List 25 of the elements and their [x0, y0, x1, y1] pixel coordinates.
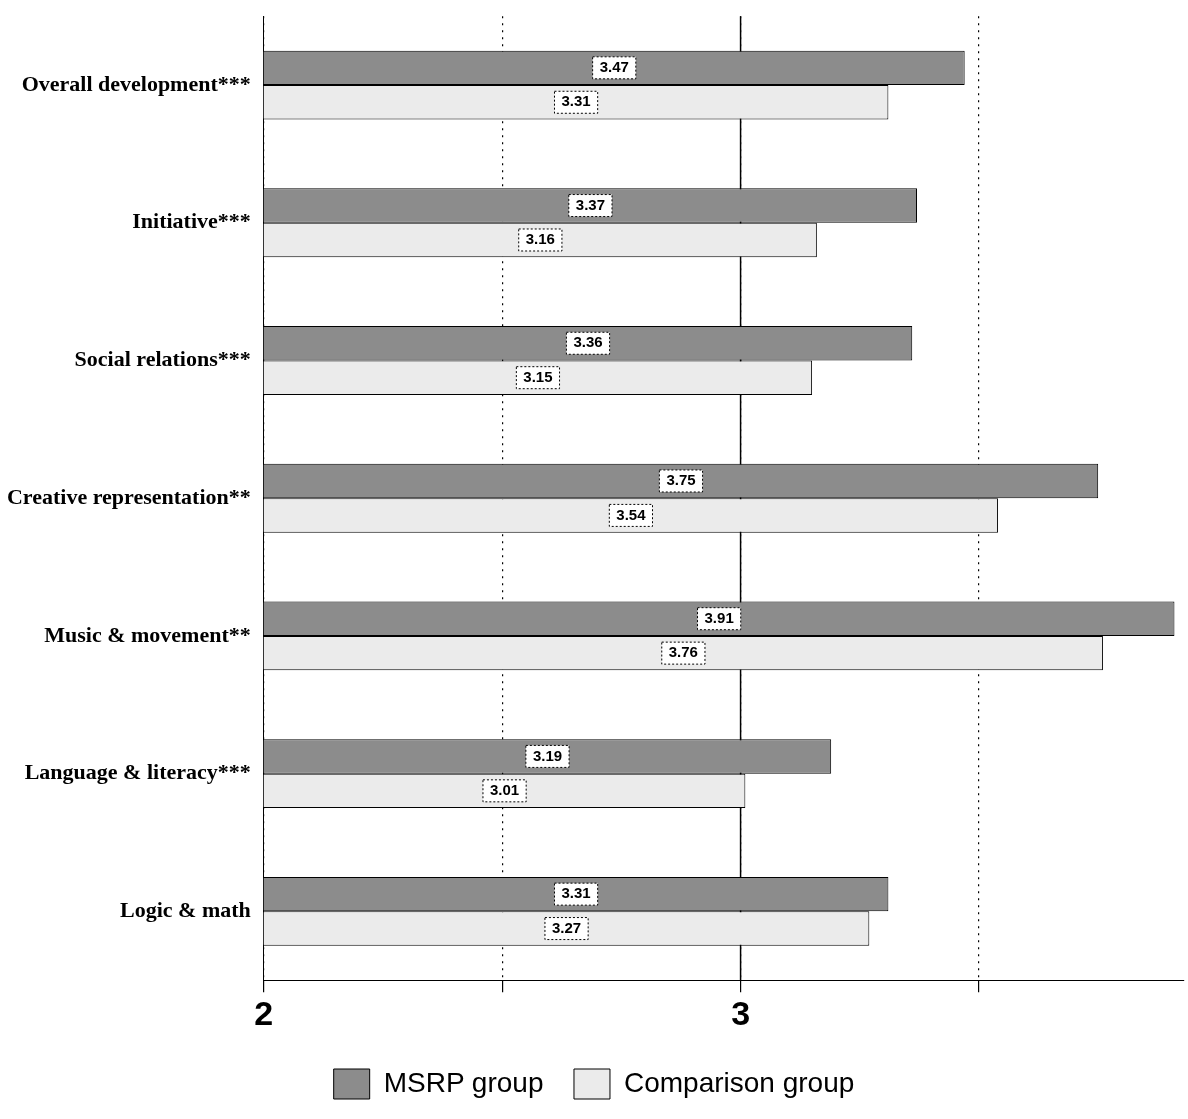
y-tick-label: Social relations***: [74, 346, 251, 372]
data-label: 3.75: [666, 471, 696, 489]
y-tick-label: Language & literacy***: [24, 759, 251, 785]
data-label: 3.31: [561, 884, 591, 902]
x-tick-label: 3: [731, 993, 751, 1032]
data-label: 3.37: [575, 195, 605, 213]
y-tick-label: Music & movement**: [44, 621, 251, 647]
data-label: 3.27: [551, 918, 582, 936]
legend-label: Comparison group: [623, 1066, 855, 1098]
data-label: 3.19: [532, 746, 563, 764]
y-tick-label: Logic & math: [120, 897, 251, 923]
y-tick-label: Overall development***: [21, 70, 251, 96]
data-label: 3.54: [616, 505, 647, 523]
legend-label: MSRP group: [383, 1066, 544, 1098]
y-tick-label: Initiative***: [132, 208, 251, 234]
data-label: 3.16: [525, 230, 555, 248]
x-tick-label: 2: [254, 993, 274, 1032]
data-label: 3.76: [668, 643, 698, 661]
data-label: 3.91: [704, 608, 734, 626]
data-label: 3.36: [573, 333, 603, 351]
data-label: 3.47: [599, 57, 629, 75]
y-tick-label: Creative representation**: [6, 483, 251, 509]
data-label: 3.01: [489, 780, 520, 798]
data-label: 3.15: [523, 367, 553, 385]
data-label: 3.31: [561, 92, 591, 110]
